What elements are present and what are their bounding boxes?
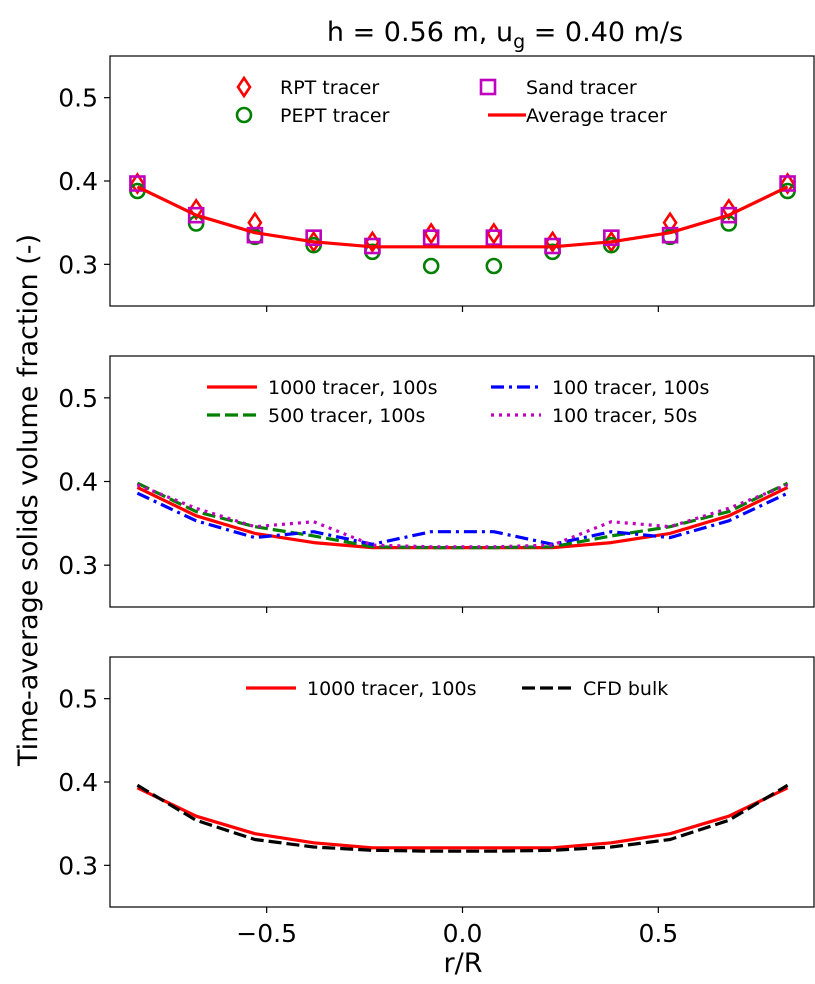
- legend-label: Sand tracer: [526, 77, 637, 99]
- y-tick-label: 0.4: [58, 167, 98, 196]
- data-point: [485, 257, 503, 275]
- y-tick-label: 0.4: [58, 468, 98, 497]
- legend-label: PEPT tracer: [280, 105, 390, 127]
- legend-label: Average tracer: [526, 105, 667, 127]
- data-point: [305, 229, 322, 246]
- legend-marker: [236, 75, 252, 99]
- legend-marker: [479, 78, 497, 96]
- legend-label: 1000 tracer, 100s: [307, 678, 477, 700]
- y-tick-label: 0.4: [58, 768, 98, 797]
- data-point: [485, 229, 503, 246]
- data-point: [188, 197, 204, 221]
- y-tick-label: 0.3: [58, 551, 98, 580]
- x-axis-label: r/R: [444, 948, 483, 979]
- figure-title-subscript: g: [513, 31, 525, 53]
- panel-bottom: 0.3 0.4 0.5 −0.5 0.0 0.5 1000 tracer, 100s CFD …: [58, 656, 815, 948]
- legend-label: 1000 tracer, 100s: [268, 377, 438, 399]
- series-line: [136, 483, 789, 549]
- data-point: [603, 229, 620, 246]
- figure-title-main: h = 0.56 m, u: [327, 17, 513, 48]
- y-tick-label: 0.3: [58, 851, 98, 880]
- data-point: [129, 175, 146, 192]
- data-point: [780, 172, 796, 195]
- legend-bottom: 1000 tracer, 100s CFD bulk: [246, 678, 668, 700]
- y-tick-label: 0.5: [58, 384, 98, 413]
- series-line: [136, 786, 789, 850]
- legend-label: 500 tracer, 100s: [268, 405, 425, 427]
- data-point: [187, 206, 205, 224]
- legend-label: RPT tracer: [280, 77, 379, 99]
- figure-title: h = 0.56 m, ug = 0.40 m/s: [327, 17, 683, 53]
- y-axis-label: Time-average solids volume fraction (-): [13, 234, 44, 767]
- y-tick-label: 0.5: [58, 84, 98, 113]
- x-tick-label: 0.0: [443, 919, 483, 948]
- figure-title-rest: = 0.40 m/s: [525, 17, 683, 48]
- legend-middle: 1000 tracer, 100s 500 tracer, 100s 100 tra…: [207, 377, 709, 427]
- data-point: [720, 206, 738, 224]
- legend-label: 100 tracer, 50s: [552, 405, 697, 427]
- legend-label: 100 tracer, 100s: [552, 377, 709, 399]
- data-point: [721, 197, 737, 221]
- panel-middle: 0.3 0.4 0.5 1000 tracer, 100s 500 tracer, 10…: [58, 355, 815, 613]
- data-point: [422, 229, 440, 246]
- data-point: [779, 175, 796, 192]
- data-point: [422, 257, 440, 275]
- legend-top: RPT tracer PEPT tracer Sand tracer Average …: [235, 75, 667, 127]
- series-line: [136, 185, 789, 249]
- y-tick-label: 0.5: [58, 685, 98, 714]
- data-point: [129, 172, 145, 195]
- panels: 0.3 0.4 0.5 RPT tracer PEPT tracer Sand trace…: [58, 55, 815, 948]
- panel-top: 0.3 0.4 0.5 RPT tracer PEPT tracer Sand trace…: [58, 55, 815, 312]
- series-line: [136, 491, 789, 546]
- legend-marker: [235, 106, 253, 124]
- x-tick-label: −0.5: [236, 919, 297, 948]
- x-tick-label: 0.5: [638, 919, 678, 948]
- legend-label: CFD bulk: [583, 678, 668, 700]
- y-tick-label: 0.3: [58, 250, 98, 279]
- series-line: [136, 783, 789, 853]
